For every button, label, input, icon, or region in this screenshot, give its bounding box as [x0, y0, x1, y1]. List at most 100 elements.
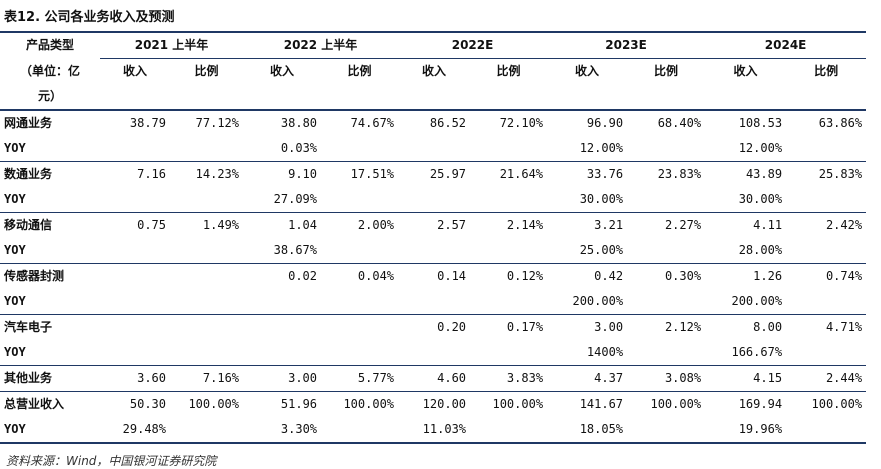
yoy-cell	[100, 289, 170, 315]
header-spacer	[786, 84, 867, 111]
ratio-cell: 23.83%	[657, 167, 702, 181]
empty-cell	[470, 136, 548, 162]
table-row: 传感器封测 0.02 0.04% 0.14 0.12% 0.42 0.30% 1.26 0.74…	[0, 264, 866, 290]
ratio-cell: 2.00%	[357, 218, 395, 232]
ratio-cell: 0.30%	[664, 269, 702, 283]
empty-cell	[470, 340, 548, 366]
empty-cell	[470, 238, 548, 264]
empty-cell	[627, 136, 706, 162]
empty-cell	[627, 417, 706, 444]
yoy-cell	[398, 340, 471, 366]
empty-cell	[786, 238, 867, 264]
revenue-header: 收入	[733, 64, 758, 78]
ratio-cell: 100.00%	[188, 397, 240, 411]
ratio-cell: 2.27%	[664, 218, 702, 232]
year-header: 2024E	[705, 31, 867, 59]
empty-cell	[321, 187, 399, 213]
revenue-cell: 96.90	[586, 116, 624, 130]
empty-cell	[786, 340, 867, 366]
empty-cell	[627, 187, 706, 213]
yoy-cell	[398, 136, 471, 162]
empty-cell	[321, 136, 399, 162]
yoy-cell: 19.96%	[705, 417, 787, 444]
yoy-label: YOY	[0, 136, 100, 162]
yoy-cell	[398, 187, 471, 213]
ratio-cell: 0.74%	[825, 269, 863, 283]
revenue-cell	[243, 315, 321, 341]
yoy-cell	[398, 289, 471, 315]
ratio-cell: 3.08%	[627, 365, 706, 392]
revenue-cell: 108.53	[738, 116, 783, 130]
table-title: 表12. 公司各业务收入及预测	[4, 10, 175, 25]
table-row: 总营业收入 50.30 100.00% 51.96 100.00% 120.00 100.0…	[0, 392, 866, 418]
revenue-cell: 25.97	[429, 167, 467, 181]
unit-header-end: 元）	[0, 84, 100, 111]
yoy-cell: 200.00%	[705, 289, 787, 315]
empty-cell	[170, 136, 244, 162]
revenue-cell: 4.15	[705, 365, 787, 392]
header-spacer	[547, 84, 628, 111]
yoy-cell	[398, 238, 471, 264]
empty-cell	[321, 340, 399, 366]
ratio-cell: 1.49%	[202, 218, 240, 232]
yoy-cell: 27.09%	[243, 187, 322, 213]
yoy-cell: 166.67%	[705, 340, 787, 366]
header-spacer	[627, 84, 706, 111]
ratio-cell: 100.00%	[492, 397, 544, 411]
revenue-cell: 120.00	[422, 397, 467, 411]
product-name: 其他业务	[0, 365, 100, 392]
revenue-cell: 0.75	[137, 218, 166, 232]
revenue-forecast-table: 产品类型 2021 上半年 2022 上半年 2022E 2023E 2024E （单位：亿…	[0, 31, 867, 444]
header-spacer	[321, 84, 399, 111]
yoy-row: YOY 200.00% 200.00%	[0, 289, 867, 315]
yoy-cell: 38.67%	[243, 238, 322, 264]
empty-cell	[321, 289, 399, 315]
revenue-cell: 3.60	[100, 365, 170, 392]
revenue-cell: 33.76	[586, 167, 624, 181]
yoy-cell	[100, 187, 170, 213]
empty-cell	[786, 136, 867, 162]
empty-cell	[627, 289, 706, 315]
revenue-cell: 169.94	[738, 397, 783, 411]
yoy-cell	[243, 340, 322, 366]
revenue-cell: 2.57	[437, 218, 467, 232]
yoy-cell	[100, 238, 170, 264]
revenue-cell: 0.20	[437, 320, 467, 334]
ratio-cell: 2.12%	[664, 320, 702, 334]
ratio-cell: 100.00%	[811, 397, 863, 411]
yoy-cell	[100, 136, 170, 162]
header-row-years: 产品类型 2021 上半年 2022 上半年 2022E 2023E 2024E	[0, 31, 867, 59]
revenue-cell	[100, 264, 170, 290]
yoy-cell: 0.03%	[243, 136, 322, 162]
ratio-cell: 68.40%	[657, 116, 702, 130]
yoy-cell	[243, 289, 322, 315]
year-header: 2022E	[398, 31, 548, 59]
yoy-cell: 25.00%	[547, 238, 628, 264]
ratio-cell: 72.10%	[499, 116, 544, 130]
ratio-cell: 100.00%	[650, 397, 702, 411]
revenue-cell: 3.00	[243, 365, 322, 392]
unit-header: （单位：亿	[19, 63, 80, 78]
ratio-cell: 2.14%	[506, 218, 544, 232]
empty-cell	[627, 238, 706, 264]
revenue-cell: 4.11	[753, 218, 783, 232]
empty-cell	[170, 417, 244, 444]
ratio-header: 比例	[496, 64, 521, 78]
year-header: 2022 上半年	[243, 31, 399, 59]
ratio-cell: 100.00%	[343, 397, 395, 411]
empty-cell	[170, 340, 244, 366]
ratio-cell: 77.12%	[195, 116, 240, 130]
revenue-cell	[100, 315, 170, 341]
yoy-label: YOY	[0, 417, 100, 444]
yoy-cell: 200.00%	[547, 289, 628, 315]
product-name: 移动通信	[4, 218, 53, 232]
table-row: 数通业务 7.16 14.23% 9.10 17.51% 25.97 21.64% 33.76…	[0, 162, 866, 188]
header-spacer	[398, 84, 471, 111]
revenue-cell: 0.14	[437, 269, 467, 283]
revenue-cell: 141.67	[579, 397, 624, 411]
ratio-cell: 5.77%	[321, 365, 399, 392]
table-row: 汽车电子 0.20 0.17% 3.00 2.12% 8.00 4.71%	[0, 315, 866, 341]
yoy-row: YOY 1400% 166.67%	[0, 340, 867, 366]
yoy-cell: 3.30%	[243, 417, 322, 444]
header-spacer	[243, 84, 322, 111]
